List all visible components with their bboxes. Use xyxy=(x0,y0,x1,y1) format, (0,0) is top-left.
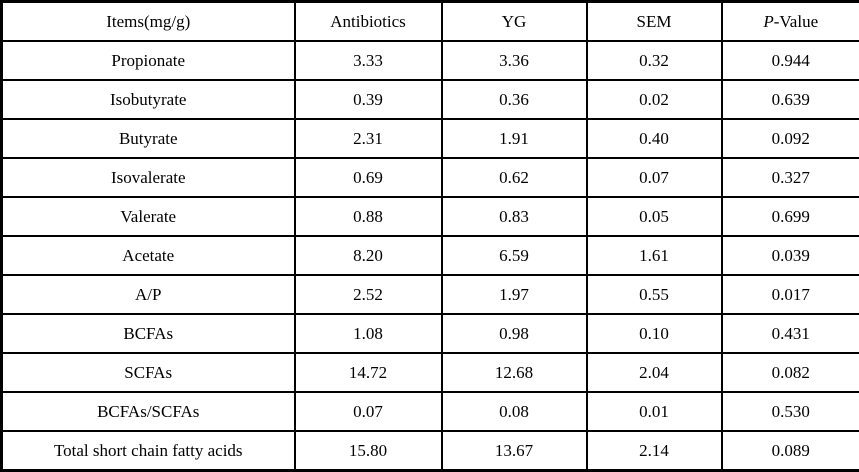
pvalue-cell: 0.082 xyxy=(722,353,859,392)
item-name-cell: Acetate xyxy=(2,236,295,275)
item-name-cell: BCFAs/SCFAs xyxy=(2,392,295,431)
sem-value-cell: 0.07 xyxy=(587,158,722,197)
pvalue-cell: 0.327 xyxy=(722,158,859,197)
table-body: Propionate 3.33 3.36 0.32 0.944 Isobutyr… xyxy=(2,41,859,471)
item-name-cell: SCFAs xyxy=(2,353,295,392)
antibiotics-value-cell: 2.31 xyxy=(295,119,442,158)
item-name-cell: Valerate xyxy=(2,197,295,236)
sem-value-cell: 1.61 xyxy=(587,236,722,275)
yg-value-cell: 6.59 xyxy=(442,236,587,275)
sem-value-cell: 0.32 xyxy=(587,41,722,80)
sem-value-cell: 0.05 xyxy=(587,197,722,236)
antibiotics-value-cell: 14.72 xyxy=(295,353,442,392)
yg-value-cell: 1.97 xyxy=(442,275,587,314)
item-name-cell: Butyrate xyxy=(2,119,295,158)
table-row: Acetate 8.20 6.59 1.61 0.039 xyxy=(2,236,859,275)
sem-value-cell: 2.04 xyxy=(587,353,722,392)
antibiotics-value-cell: 2.52 xyxy=(295,275,442,314)
yg-value-cell: 0.36 xyxy=(442,80,587,119)
table-row: SCFAs 14.72 12.68 2.04 0.082 xyxy=(2,353,859,392)
item-name-cell: Total short chain fatty acids xyxy=(2,431,295,471)
item-name-cell: BCFAs xyxy=(2,314,295,353)
sem-value-cell: 0.02 xyxy=(587,80,722,119)
table-row: BCFAs 1.08 0.98 0.10 0.431 xyxy=(2,314,859,353)
sem-value-cell: 2.14 xyxy=(587,431,722,471)
antibiotics-value-cell: 0.39 xyxy=(295,80,442,119)
table-header: Items(mg/g) Antibiotics YG SEM P-Value xyxy=(2,2,859,42)
antibiotics-value-cell: 0.69 xyxy=(295,158,442,197)
pvalue-cell: 0.944 xyxy=(722,41,859,80)
item-name-cell: Isobutyrate xyxy=(2,80,295,119)
table-row: Propionate 3.33 3.36 0.32 0.944 xyxy=(2,41,859,80)
col-header-sem: SEM xyxy=(587,2,722,42)
table-row: BCFAs/SCFAs 0.07 0.08 0.01 0.530 xyxy=(2,392,859,431)
sem-value-cell: 0.40 xyxy=(587,119,722,158)
table-row: Total short chain fatty acids 15.80 13.6… xyxy=(2,431,859,471)
sem-value-cell: 0.10 xyxy=(587,314,722,353)
antibiotics-value-cell: 1.08 xyxy=(295,314,442,353)
yg-value-cell: 13.67 xyxy=(442,431,587,471)
pvalue-cell: 0.092 xyxy=(722,119,859,158)
pvalue-italic-p: P xyxy=(763,12,773,31)
antibiotics-value-cell: 0.88 xyxy=(295,197,442,236)
table-row: Isobutyrate 0.39 0.36 0.02 0.639 xyxy=(2,80,859,119)
col-header-yg: YG xyxy=(442,2,587,42)
table-row: A/P 2.52 1.97 0.55 0.017 xyxy=(2,275,859,314)
yg-value-cell: 12.68 xyxy=(442,353,587,392)
pvalue-cell: 0.039 xyxy=(722,236,859,275)
pvalue-cell: 0.530 xyxy=(722,392,859,431)
table-row: Valerate 0.88 0.83 0.05 0.699 xyxy=(2,197,859,236)
yg-value-cell: 3.36 xyxy=(442,41,587,80)
yg-value-cell: 0.08 xyxy=(442,392,587,431)
col-header-antibiotics: Antibiotics xyxy=(295,2,442,42)
sem-value-cell: 0.01 xyxy=(587,392,722,431)
item-name-cell: Isovalerate xyxy=(2,158,295,197)
pvalue-cell: 0.089 xyxy=(722,431,859,471)
table-row: Isovalerate 0.69 0.62 0.07 0.327 xyxy=(2,158,859,197)
yg-value-cell: 0.83 xyxy=(442,197,587,236)
pvalue-cell: 0.699 xyxy=(722,197,859,236)
antibiotics-value-cell: 0.07 xyxy=(295,392,442,431)
sem-value-cell: 0.55 xyxy=(587,275,722,314)
item-name-cell: A/P xyxy=(2,275,295,314)
yg-value-cell: 1.91 xyxy=(442,119,587,158)
yg-value-cell: 0.62 xyxy=(442,158,587,197)
header-row: Items(mg/g) Antibiotics YG SEM P-Value xyxy=(2,2,859,42)
pvalue-rest: -Value xyxy=(774,12,818,31)
antibiotics-value-cell: 8.20 xyxy=(295,236,442,275)
antibiotics-value-cell: 3.33 xyxy=(295,41,442,80)
pvalue-cell: 0.639 xyxy=(722,80,859,119)
col-header-pvalue: P-Value xyxy=(722,2,859,42)
pvalue-cell: 0.431 xyxy=(722,314,859,353)
pvalue-cell: 0.017 xyxy=(722,275,859,314)
col-header-items: Items(mg/g) xyxy=(2,2,295,42)
antibiotics-value-cell: 15.80 xyxy=(295,431,442,471)
item-name-cell: Propionate xyxy=(2,41,295,80)
table-row: Butyrate 2.31 1.91 0.40 0.092 xyxy=(2,119,859,158)
yg-value-cell: 0.98 xyxy=(442,314,587,353)
